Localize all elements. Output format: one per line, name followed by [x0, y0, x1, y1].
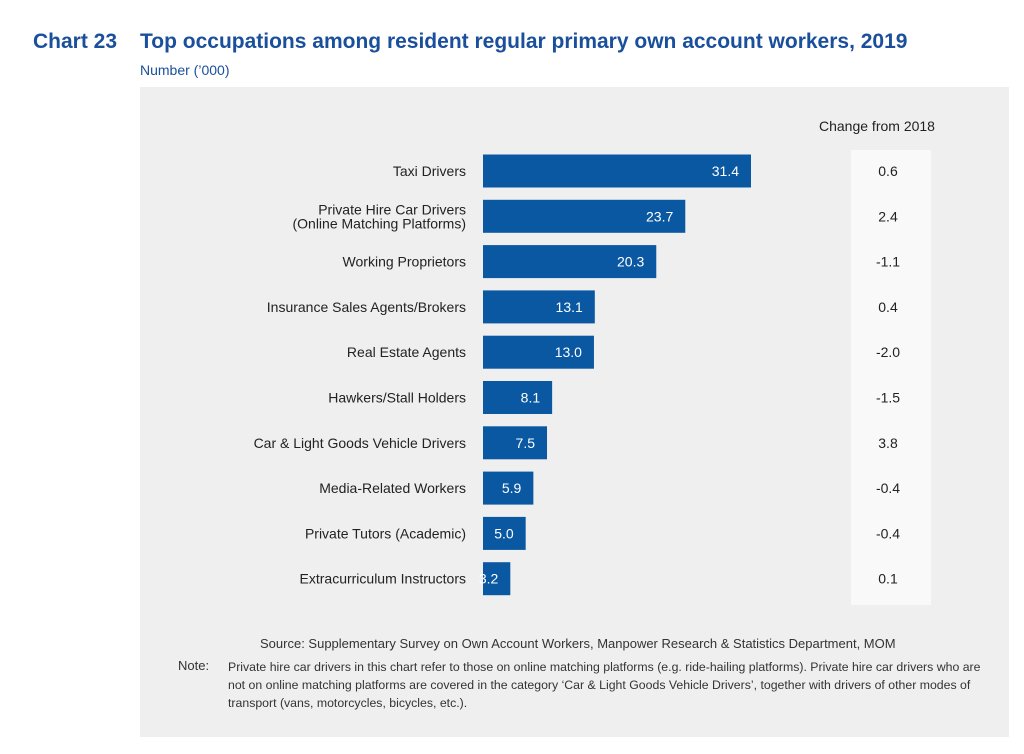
- bar-value-label: 3.2: [479, 571, 499, 587]
- change-value: -1.5: [876, 390, 900, 406]
- bar-value-label: 20.3: [617, 254, 644, 270]
- bar-value-label: 7.5: [516, 435, 536, 451]
- source-note: Source: Supplementary Survey on Own Acco…: [260, 636, 896, 651]
- change-value: 0.6: [878, 163, 898, 179]
- change-column-header: Change from 2018: [819, 118, 935, 134]
- bar: [483, 199, 686, 233]
- change-value: 0.1: [878, 571, 898, 587]
- bar: [483, 426, 548, 460]
- change-value: -2.0: [876, 344, 900, 360]
- change-value: -1.1: [876, 254, 900, 270]
- bar-value-label: 23.7: [646, 208, 673, 224]
- change-value: -0.4: [876, 480, 900, 496]
- change-value: 3.8: [878, 435, 898, 451]
- category-label: Insurance Sales Agents/Brokers: [267, 299, 466, 315]
- bar: [483, 245, 657, 279]
- bar: [483, 471, 534, 505]
- category-label: Private Hire Car Drivers (Online Matching…: [292, 201, 466, 231]
- bar: [483, 381, 553, 414]
- change-value: 0.4: [878, 299, 898, 315]
- bar-value-label: 8.1: [521, 390, 541, 406]
- bar: [483, 335, 594, 369]
- category-label: Taxi Drivers: [393, 163, 466, 179]
- chart-title: Top occupations among resident regular p…: [140, 30, 908, 53]
- bar: [483, 516, 526, 550]
- change-value: -0.4: [876, 525, 900, 541]
- note-text: Private hire car drivers in this chart r…: [228, 660, 981, 710]
- category-label: Private Tutors (Academic): [305, 525, 466, 541]
- bar-value-label: 5.0: [494, 525, 514, 541]
- category-label: Working Proprietors: [343, 254, 466, 270]
- bar: [483, 154, 751, 188]
- change-value: 2.4: [878, 208, 898, 224]
- category-label: Real Estate Agents: [347, 344, 466, 360]
- chart-number: Chart 23: [33, 30, 118, 53]
- bar-value-label: 5.9: [502, 480, 522, 496]
- chart-subtitle: Number (’000): [140, 62, 230, 78]
- bar-value-label: 13.0: [555, 344, 582, 360]
- category-label: Extracurriculum Instructors: [300, 571, 466, 587]
- change-column-background: [851, 150, 931, 605]
- category-label: Hawkers/Stall Holders: [328, 390, 466, 406]
- bar-value-label: 31.4: [712, 163, 739, 179]
- bar-value-label: 13.1: [556, 299, 583, 315]
- bar: [483, 562, 511, 596]
- note-label: Note:: [178, 658, 210, 673]
- category-label: Car & Light Goods Vehicle Drivers: [254, 435, 466, 451]
- category-label: Media-Related Workers: [319, 480, 466, 496]
- bar: [483, 290, 595, 324]
